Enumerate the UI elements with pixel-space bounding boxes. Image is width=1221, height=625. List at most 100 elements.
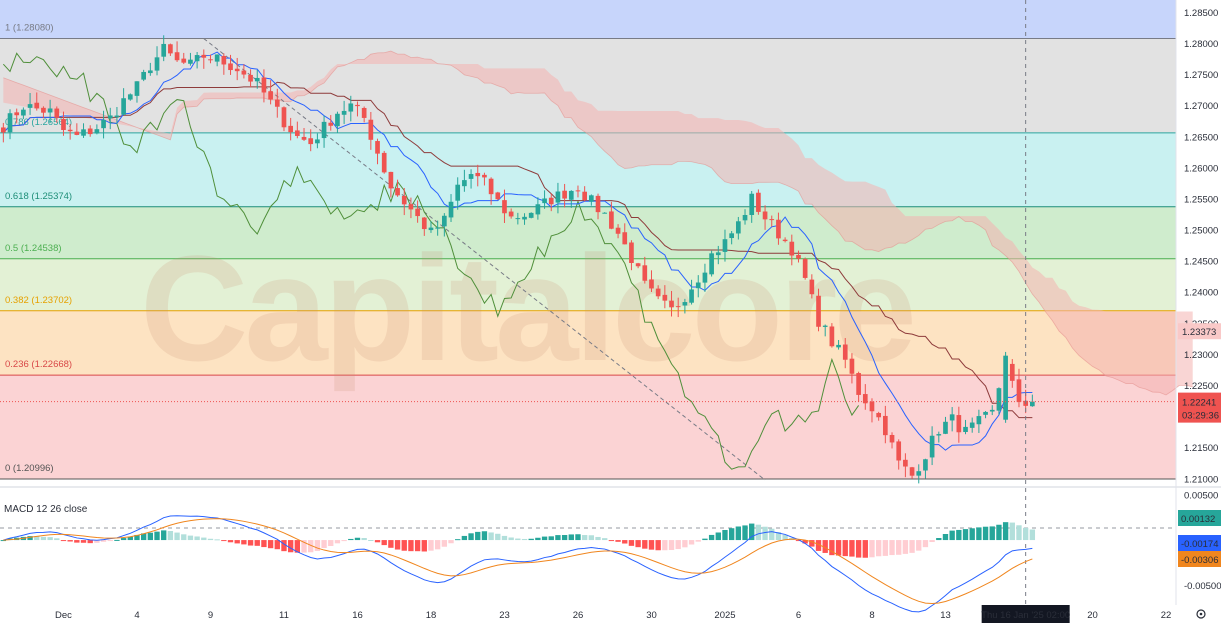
- fib-zone: [0, 258, 1176, 311]
- candle-body: [21, 109, 26, 116]
- candle-body: [254, 77, 260, 82]
- candle-body: [148, 70, 153, 74]
- fib-zone: [0, 132, 1176, 207]
- time-tick-label: 8: [869, 610, 874, 621]
- candle-body: [27, 104, 33, 108]
- time-tick-label: 11: [279, 610, 289, 621]
- candle-body: [989, 409, 995, 412]
- macd-histogram-bar: [247, 540, 254, 546]
- candle-body: [1, 127, 6, 133]
- candle-body: [956, 415, 962, 433]
- candle-body: [214, 54, 220, 62]
- candle-body: [562, 190, 567, 199]
- candle-body: [849, 358, 855, 374]
- macd-histogram-bar: [581, 535, 588, 541]
- candle-body: [308, 138, 314, 145]
- macd-histogram-bar: [388, 540, 394, 548]
- candle-body: [722, 239, 728, 252]
- macd-histogram-bar: [207, 538, 214, 541]
- macd-histogram-bar: [281, 540, 287, 552]
- candle-body: [635, 263, 641, 267]
- candle-body: [903, 459, 908, 467]
- macd-histogram-bar: [508, 537, 514, 541]
- macd-histogram-bar: [455, 539, 461, 541]
- macd-histogram-bar: [234, 540, 240, 544]
- candle-body: [408, 204, 414, 210]
- macd-histogram-bar: [628, 540, 635, 546]
- candle-body: [936, 434, 942, 436]
- fib-zone: [0, 375, 1176, 480]
- candle-body: [542, 198, 547, 204]
- candle-body: [328, 122, 334, 126]
- candle-body: [415, 208, 420, 217]
- macd-tick-label: -0.00500: [1184, 581, 1221, 592]
- candle-body: [602, 212, 608, 214]
- macd-histogram-bar: [622, 540, 628, 544]
- macd-histogram-bar: [695, 540, 701, 542]
- candle-body: [883, 415, 888, 436]
- price-badge-upper-label: 1.23373: [1182, 327, 1216, 338]
- price-tick-label: 1.26500: [1184, 132, 1218, 143]
- macd-histogram-bar: [588, 535, 595, 541]
- time-tick-label: 18: [426, 610, 437, 621]
- candle-body: [856, 373, 861, 395]
- candle-body: [889, 434, 895, 443]
- price-tick-label: 1.24500: [1184, 257, 1218, 268]
- macd-histogram-bar: [181, 534, 187, 541]
- macd-histogram-bar: [976, 527, 982, 541]
- macd-histogram-bar: [461, 535, 468, 541]
- macd-histogram-bar: [201, 537, 207, 541]
- macd-histogram-bar: [361, 538, 367, 541]
- macd-histogram-bar: [909, 540, 915, 553]
- candle-body: [862, 394, 868, 404]
- macd-histogram-bar: [1029, 529, 1036, 541]
- macd-histogram-bar: [595, 536, 601, 541]
- price-tick-label: 1.21000: [1184, 474, 1218, 485]
- macd-histogram-bar: [94, 540, 100, 543]
- candle-body: [114, 115, 120, 118]
- candle-body: [756, 192, 761, 212]
- macd-histogram-bar: [341, 540, 347, 542]
- macd-badge: [1178, 551, 1221, 567]
- candle-body: [1003, 355, 1008, 420]
- candle-body: [762, 211, 768, 220]
- fib-level-label: 1 (1.28080): [5, 23, 54, 34]
- settings-icon[interactable]: [1196, 609, 1206, 619]
- macd-badge-label: -0.00174: [1181, 539, 1219, 550]
- macd-histogram-bar: [515, 538, 521, 541]
- candle-body: [702, 272, 708, 283]
- candle-body: [622, 232, 628, 245]
- candle-body: [582, 191, 587, 201]
- candle-body: [41, 107, 46, 113]
- candle-body: [448, 201, 454, 218]
- time-tick-label: 2025: [714, 610, 735, 621]
- macd-histogram-bar: [214, 539, 220, 541]
- candle-body: [208, 59, 213, 61]
- senkou-span-a: [3, 50, 1193, 396]
- candle-body: [355, 104, 360, 107]
- macd-histogram-bar: [100, 540, 107, 542]
- candle-body: [335, 113, 340, 127]
- macd-histogram-bar: [802, 540, 808, 544]
- candle-body: [1030, 401, 1035, 407]
- candle-body: [695, 282, 701, 289]
- macd-histogram-bar: [602, 538, 608, 541]
- macd-histogram-bar: [936, 538, 942, 541]
- macd-histogram-bar: [381, 540, 387, 546]
- price-tick-label: 1.25000: [1184, 226, 1218, 237]
- candle-body: [575, 190, 581, 192]
- countdown-label: 03:29:36: [1182, 411, 1219, 422]
- crosshair-time-badge: [981, 605, 1070, 623]
- price-tick-label: 1.27000: [1184, 101, 1218, 112]
- macd-histogram-bar: [782, 534, 788, 541]
- macd-histogram-bar: [762, 526, 768, 541]
- candle-body: [715, 252, 721, 256]
- macd-histogram-bar: [301, 540, 307, 553]
- macd-histogram-bar: [194, 536, 200, 541]
- candle-body: [629, 242, 634, 263]
- macd-histogram-bar: [254, 540, 260, 546]
- macd-histogram-bar: [521, 538, 528, 541]
- macd-histogram-bar: [902, 540, 909, 554]
- macd-histogram-bar: [27, 536, 33, 541]
